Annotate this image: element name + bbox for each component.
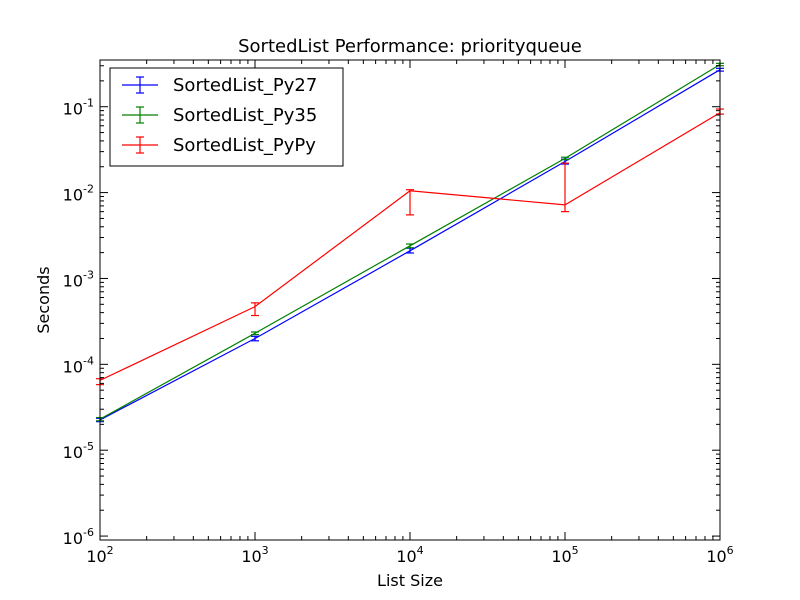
chart-title: SortedList Performance: priorityqueue xyxy=(238,36,582,57)
y-tick-label: 10-2 xyxy=(63,183,94,205)
y-tick-label: 10-5 xyxy=(63,440,94,462)
axes: 102 103 104 105 106 10-6 10-5 10-4 10-3 10-2 10-1 xyxy=(63,60,734,566)
error-bar xyxy=(251,335,259,342)
x-tick-label: 102 xyxy=(86,544,113,566)
error-bar xyxy=(251,302,259,317)
legend-item: SortedList_Py35 xyxy=(122,105,317,126)
error-bar xyxy=(561,156,569,161)
legend-item: SortedList_PyPy xyxy=(122,135,316,156)
error-bar xyxy=(406,189,414,216)
x-axis-label: List Size xyxy=(377,571,443,590)
legend-label: SortedList_Py27 xyxy=(173,75,317,96)
plot-frame xyxy=(99,59,721,541)
y-tick-label: 10-4 xyxy=(63,354,94,376)
legend: SortedList_Py27 SortedList_Py35 SortedList… xyxy=(109,67,344,167)
error-bar xyxy=(406,243,414,249)
x-tick-label: 106 xyxy=(706,544,733,566)
error-bar xyxy=(251,331,259,336)
y-tick-label: 10-6 xyxy=(63,526,94,548)
y-tick-label: 10-1 xyxy=(63,97,94,119)
plot-area xyxy=(96,62,724,423)
x-tick-label: 103 xyxy=(241,544,268,566)
legend-label: SortedList_Py35 xyxy=(173,105,317,126)
error-bar xyxy=(561,162,569,213)
legend-box xyxy=(109,67,344,167)
x-tick-label: 105 xyxy=(551,544,578,566)
y-axis-label: Seconds xyxy=(34,266,53,333)
legend-label: SortedList_PyPy xyxy=(173,135,316,156)
x-tick-label: 104 xyxy=(396,544,423,566)
legend-item: SortedList_Py27 xyxy=(122,75,317,96)
y-tick-label: 10-3 xyxy=(63,268,94,290)
